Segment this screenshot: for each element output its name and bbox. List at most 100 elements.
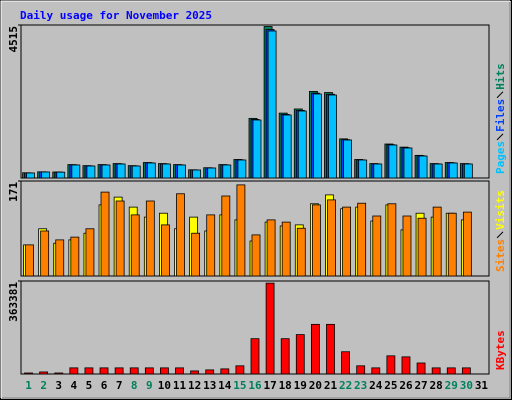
bar: [145, 200, 155, 277]
bar: [356, 365, 366, 375]
bar: [401, 356, 411, 375]
bar: [86, 165, 96, 179]
x-tick-label: 4: [71, 379, 78, 392]
bar: [296, 227, 306, 277]
x-tick-label: 26: [399, 379, 413, 392]
bar: [56, 171, 66, 179]
bar: [190, 370, 200, 375]
bar: [114, 367, 124, 375]
y-tick-label: 4515: [7, 26, 20, 53]
legend-label: Hits: [494, 63, 507, 90]
bar: [447, 212, 457, 277]
bar: [101, 164, 111, 179]
x-tick-label: 17: [263, 379, 276, 392]
bar: [372, 215, 382, 277]
legend-separator: [496, 231, 504, 239]
bar: [39, 371, 49, 375]
x-tick-label: 21: [324, 379, 338, 392]
bar: [252, 119, 262, 179]
bar: [312, 93, 322, 179]
bar: [55, 239, 65, 277]
x-tick-label: 10: [158, 379, 171, 392]
bar: [417, 217, 427, 277]
x-tick-label: 12: [188, 379, 201, 392]
bar: [297, 110, 307, 179]
bar: [115, 200, 125, 277]
bar: [177, 164, 186, 179]
bar: [129, 367, 139, 375]
x-tick-label: 20: [309, 379, 322, 392]
bar: [388, 144, 398, 179]
x-tick-label: 25: [384, 379, 397, 392]
x-tick-label: 1: [25, 379, 32, 392]
x-tick-label: 13: [203, 379, 216, 392]
legend-label: Visits: [494, 190, 507, 230]
bar: [221, 195, 231, 277]
bar: [431, 367, 441, 375]
x-tick-label: 9: [146, 379, 153, 392]
bar: [207, 167, 217, 179]
x-tick-label: 29: [445, 379, 458, 392]
x-tick-label: 31: [475, 379, 489, 392]
bar: [160, 367, 169, 375]
bar: [71, 164, 81, 179]
bar: [146, 162, 156, 179]
bar: [41, 171, 51, 179]
x-tick-label: 8: [131, 379, 138, 392]
bar: [266, 219, 276, 277]
bar: [24, 372, 33, 375]
bar: [250, 338, 260, 375]
bar: [99, 367, 109, 375]
bar: [327, 199, 336, 277]
x-tick-label: 18: [279, 379, 292, 392]
bar: [310, 323, 320, 375]
bar: [26, 172, 35, 179]
bar: [387, 203, 397, 277]
bar: [448, 162, 458, 179]
bar: [54, 372, 64, 375]
bar: [175, 367, 184, 375]
bar: [235, 365, 245, 375]
legend-label: Pages: [494, 141, 507, 174]
bar: [371, 367, 381, 375]
bar: [341, 351, 350, 375]
bar: [358, 159, 368, 179]
bar: [357, 202, 367, 277]
x-tick-label: 23: [354, 379, 367, 392]
bar: [280, 338, 290, 375]
bar: [416, 362, 426, 375]
bar: [25, 244, 34, 277]
x-tick-label: 6: [101, 379, 108, 392]
x-tick-label: 2: [40, 379, 47, 392]
x-tick-label: 15: [233, 379, 246, 392]
x-tick-label: 30: [460, 379, 473, 392]
x-tick-label: 27: [414, 379, 427, 392]
y-tick-label: 363381: [7, 282, 20, 322]
bar: [402, 215, 412, 277]
bar: [282, 114, 292, 179]
bar: [342, 206, 351, 277]
bar: [131, 165, 141, 179]
legend-separator: [496, 133, 504, 141]
bar: [40, 230, 50, 277]
bar: [220, 368, 230, 375]
bar: [69, 367, 79, 375]
x-tick-label: 3: [55, 379, 62, 392]
bar: [433, 163, 443, 179]
x-tick-label: 19: [294, 379, 307, 392]
x-tick-label: 7: [116, 379, 123, 392]
bar: [265, 282, 275, 375]
bar: [462, 211, 472, 277]
bar: [205, 369, 215, 375]
bar: [192, 169, 202, 179]
bar: [267, 30, 277, 179]
legend-label: KBytes: [494, 330, 507, 370]
bar: [403, 147, 413, 179]
legend-label: Files: [494, 99, 507, 132]
bar: [326, 323, 335, 375]
x-tick-label: 24: [369, 379, 383, 392]
bar: [70, 236, 80, 277]
